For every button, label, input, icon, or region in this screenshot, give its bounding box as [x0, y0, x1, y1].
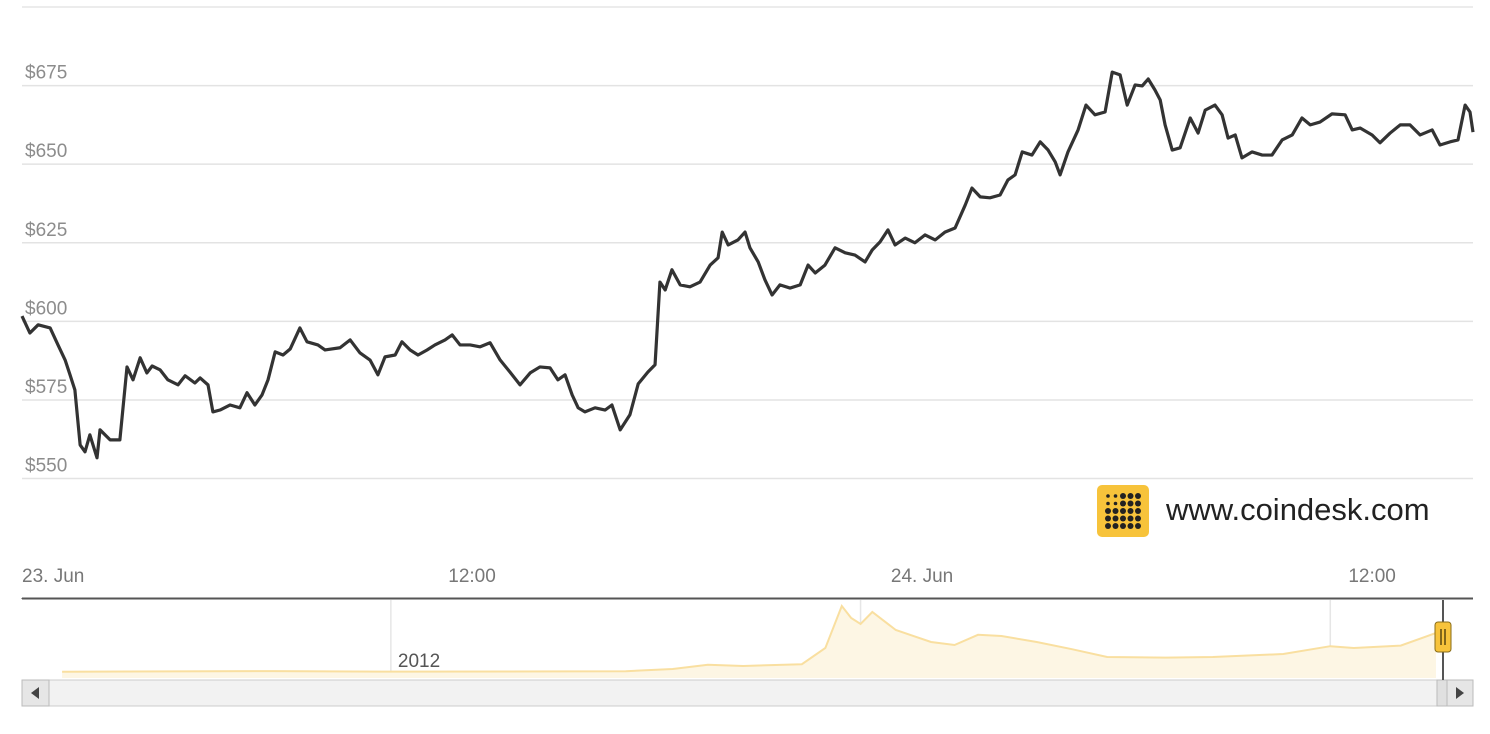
range-handle[interactable] [1434, 600, 1452, 680]
x-tick-label: 23. Jun [22, 566, 84, 587]
brand: www.coindesk.com [1097, 485, 1430, 537]
brand-text: www.coindesk.com [1165, 492, 1430, 527]
brand-dot [1127, 493, 1134, 499]
brand-dot [1127, 508, 1134, 514]
right-arrow [1456, 687, 1464, 699]
x-tick-label: 12:00 [1348, 566, 1396, 587]
handle-grip[interactable] [1434, 621, 1452, 653]
scroll-thumb[interactable] [1436, 679, 1448, 707]
brand-dot [1105, 523, 1111, 529]
y-tick-label: $650 [25, 141, 67, 162]
y-tick-label: $550 [25, 456, 67, 477]
left-arrow [31, 687, 39, 699]
scrollbar [21, 679, 1474, 707]
brand-dot [1135, 515, 1141, 522]
y-tick-label: $675 [25, 63, 67, 84]
brand-dot [1112, 508, 1119, 514]
brand-dot [1120, 493, 1126, 499]
scrollbar-track [21, 679, 1474, 707]
y-tick-label: $575 [25, 377, 67, 398]
navigator-tick-label: 2012 [398, 651, 440, 672]
brand-dot [1135, 508, 1141, 514]
brand-dot [1135, 493, 1141, 499]
brand-dot [1120, 523, 1126, 529]
brand-dot [1112, 523, 1119, 529]
brand-dot [1113, 501, 1118, 506]
brand-dot [1127, 523, 1134, 529]
brand-dot [1105, 515, 1111, 522]
brand-dot [1105, 508, 1111, 514]
brand-dot [1120, 508, 1126, 514]
price-line [20, 70, 1475, 460]
brand-dot [1135, 500, 1141, 507]
x-tick-label: 24. Jun [891, 566, 953, 587]
brand-dot [1127, 515, 1134, 522]
y-tick-label: $600 [25, 298, 67, 319]
navigator: 201220142016 [22, 600, 1473, 678]
brand-dot [1135, 523, 1141, 529]
y-tick-label: $625 [25, 220, 67, 241]
brand-dot [1113, 494, 1118, 498]
brand-dots [1105, 493, 1141, 529]
brand-dot [1120, 515, 1126, 522]
brand-dot [1106, 494, 1110, 498]
brand-dot [1127, 500, 1134, 507]
marks [20, 70, 1475, 460]
brand-dot [1106, 501, 1110, 506]
grid: $550 $575 $600 $625 $650 $675 23. Jun 12:00 24. … [21, 63, 1473, 599]
x-tick-label: 12:00 [448, 566, 496, 587]
navigator-line [62, 604, 1437, 673]
brand-dot [1112, 515, 1119, 522]
brand-dot [1120, 500, 1126, 507]
navigator-area [62, 606, 1436, 678]
